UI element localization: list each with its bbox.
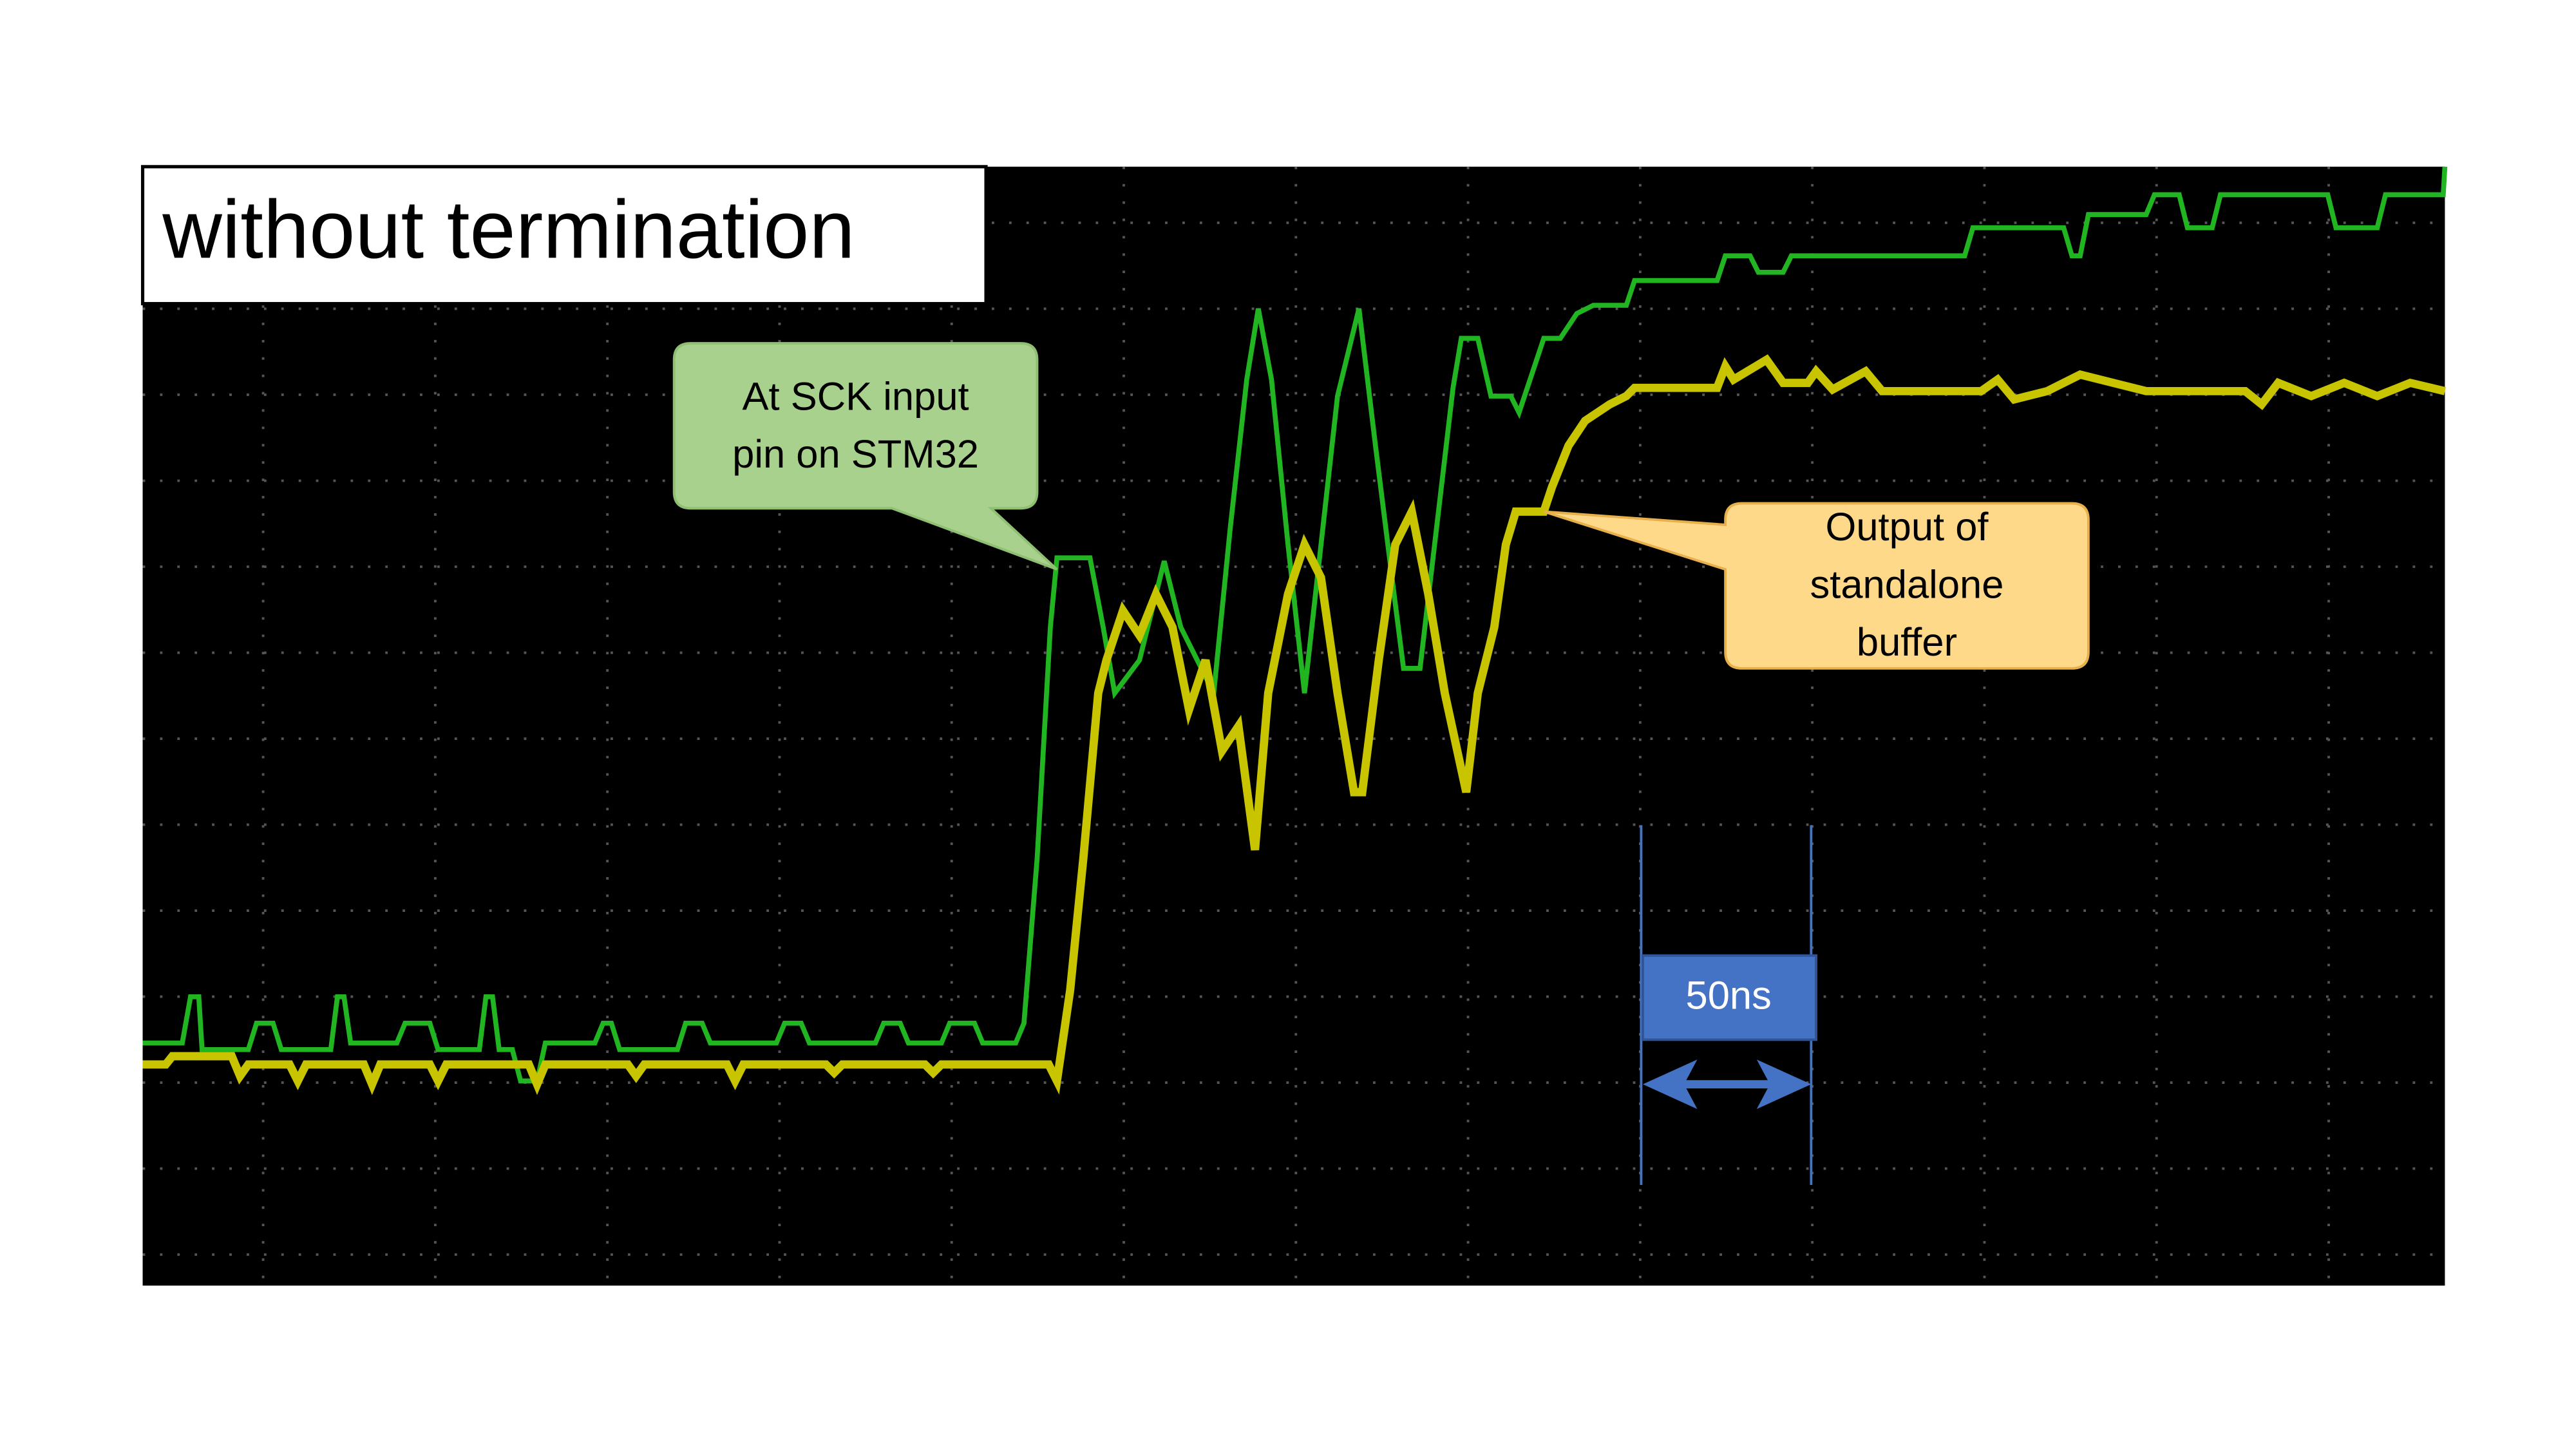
scale-box bbox=[1642, 954, 1817, 1041]
title-box bbox=[140, 165, 988, 306]
yellow-trace bbox=[142, 354, 2446, 1095]
callout-text: pin on STM32 bbox=[732, 432, 979, 477]
title: without termination bbox=[162, 184, 855, 276]
callout-text: standalone bbox=[1810, 563, 2004, 607]
grid bbox=[142, 166, 2445, 1286]
callout-text: Output of bbox=[1825, 505, 1989, 549]
scale-label: 50ns bbox=[1686, 974, 1772, 1018]
callout-orange bbox=[1543, 502, 2090, 670]
scope-screen bbox=[142, 166, 2445, 1286]
callout-green bbox=[672, 342, 1058, 571]
scale-arrow bbox=[1642, 1059, 1812, 1110]
callout-text: At SCK input bbox=[743, 374, 969, 419]
callout-text: buffer bbox=[1857, 620, 1957, 665]
green-trace bbox=[142, 166, 2448, 1084]
